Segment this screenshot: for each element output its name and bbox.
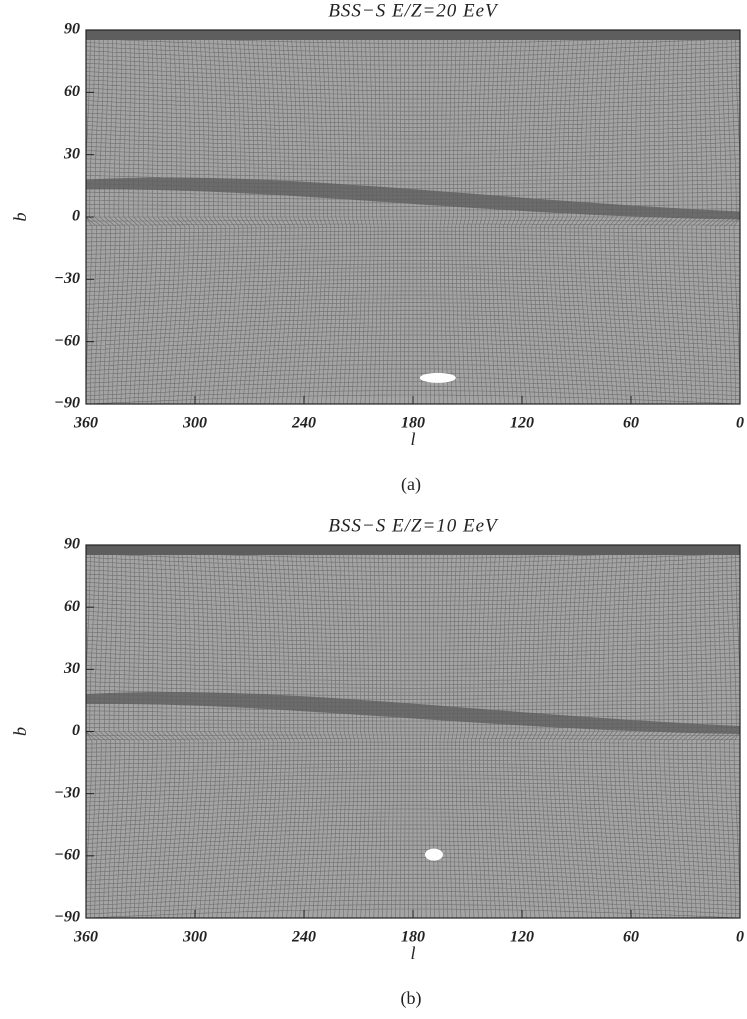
y-tick-label: 30 xyxy=(63,660,80,677)
y-tick-label: −90 xyxy=(54,395,80,412)
dark-band xyxy=(86,692,740,735)
x-tick-label: 60 xyxy=(623,415,639,432)
hole xyxy=(424,848,443,861)
y-axis-label: b xyxy=(10,727,30,736)
dense-top xyxy=(86,30,740,40)
y-tick-label: −60 xyxy=(54,332,80,349)
y-tick-label: 60 xyxy=(64,83,80,100)
y-tick-label: 0 xyxy=(72,208,80,225)
x-axis-label: l xyxy=(410,943,415,963)
x-tick-label: 0 xyxy=(736,929,744,946)
caption: (b) xyxy=(401,988,422,1009)
caption: (a) xyxy=(401,474,421,495)
x-tick-label: 240 xyxy=(291,929,316,946)
y-axis-label: b xyxy=(10,213,30,222)
x-tick-label: 120 xyxy=(510,929,534,946)
y-tick-label: −30 xyxy=(54,270,80,287)
chart-title: BSS−S E/Z=20 EeV xyxy=(328,0,499,21)
x-tick-label: 360 xyxy=(73,929,98,946)
y-tick-label: −30 xyxy=(54,784,80,801)
x-tick-label: 360 xyxy=(73,415,98,432)
hole xyxy=(419,372,456,383)
y-tick-label: 90 xyxy=(64,21,80,38)
chart-title: BSS−S E/Z=10 EeV xyxy=(328,515,499,536)
x-tick-label: 180 xyxy=(401,415,425,432)
x-axis-label: l xyxy=(410,429,415,449)
x-tick-label: 120 xyxy=(510,415,534,432)
y-tick-label: 30 xyxy=(63,145,80,162)
y-tick-label: 0 xyxy=(72,722,80,739)
x-tick-label: 0 xyxy=(736,415,744,432)
y-tick-label: 60 xyxy=(64,598,80,615)
x-tick-label: 180 xyxy=(401,929,425,946)
x-tick-label: 240 xyxy=(291,415,316,432)
x-tick-label: 300 xyxy=(182,415,207,432)
x-tick-label: 60 xyxy=(623,929,639,946)
y-tick-label: −90 xyxy=(54,909,80,926)
y-tick-label: −60 xyxy=(54,847,80,864)
x-tick-label: 300 xyxy=(182,929,207,946)
y-tick-label: 90 xyxy=(64,536,80,553)
dark-band xyxy=(86,177,740,220)
dense-top xyxy=(86,545,740,555)
